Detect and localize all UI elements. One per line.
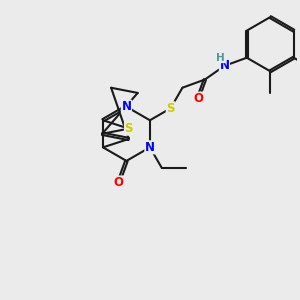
- Text: O: O: [114, 176, 124, 189]
- Text: S: S: [166, 102, 175, 115]
- Text: N: N: [122, 100, 131, 113]
- Text: N: N: [219, 59, 230, 72]
- Text: S: S: [124, 122, 133, 135]
- Text: H: H: [216, 52, 225, 63]
- Text: N: N: [145, 141, 155, 154]
- Text: O: O: [193, 92, 203, 105]
